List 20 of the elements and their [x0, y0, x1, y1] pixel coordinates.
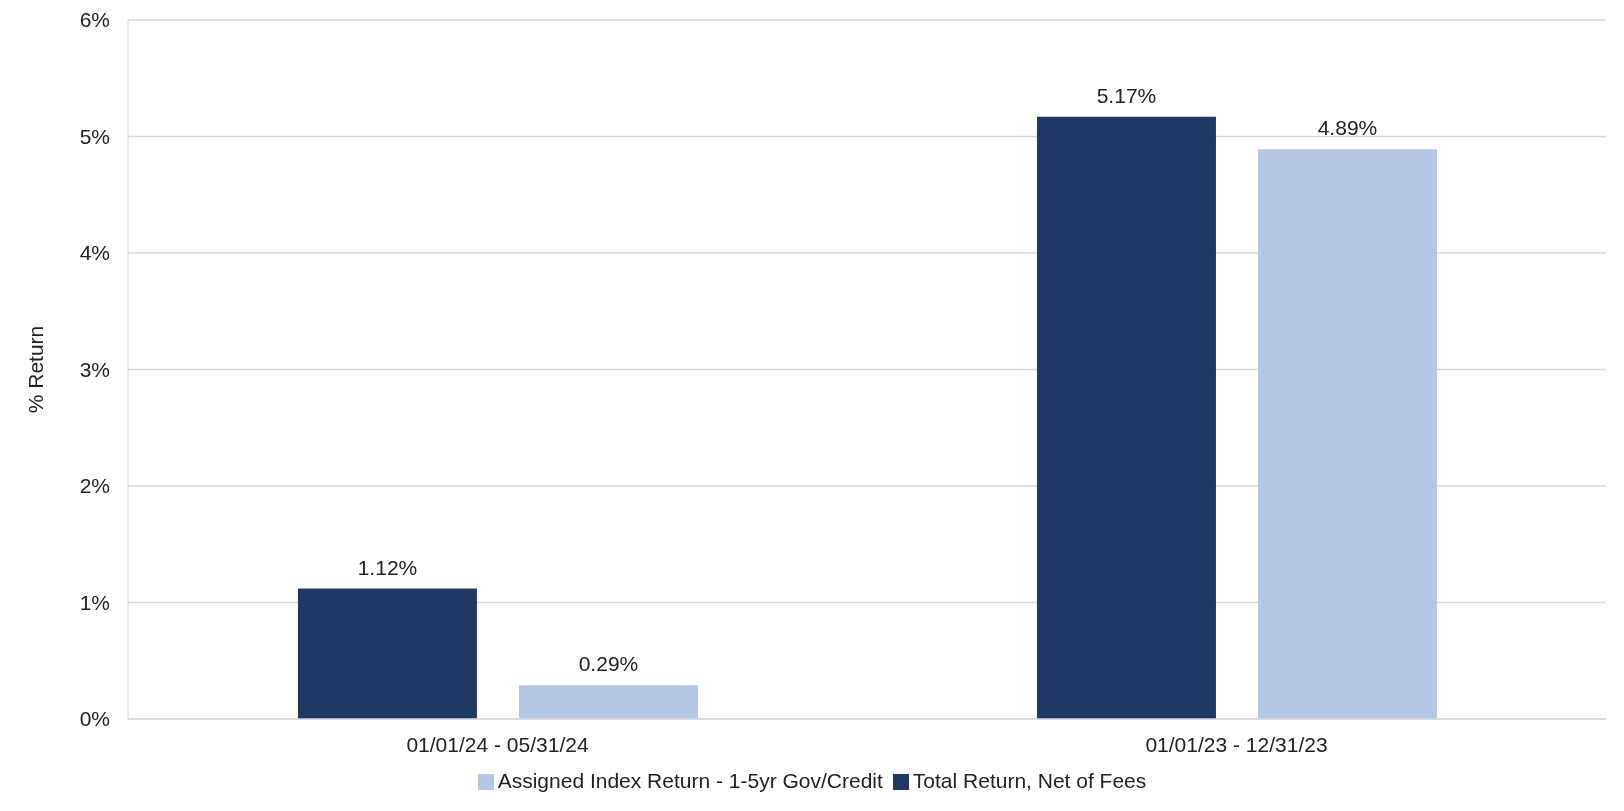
data-label: 1.12%: [357, 555, 418, 579]
bar: [1257, 149, 1437, 719]
y-tick-label: 4%: [79, 241, 110, 265]
y-tick-label: 3%: [79, 357, 110, 381]
y-tick-label: 2%: [79, 474, 110, 498]
y-tick-label: 0%: [79, 707, 110, 731]
bar: [297, 588, 477, 719]
data-label: 0.29%: [578, 652, 639, 676]
y-tick-label: 1%: [79, 590, 110, 614]
bar: [1036, 116, 1216, 719]
data-label: 5.17%: [1096, 83, 1157, 107]
y-tick-label: 5%: [79, 124, 110, 148]
data-label: 4.89%: [1317, 116, 1378, 140]
x-tick-label: 01/01/23 - 12/31/23: [1145, 732, 1328, 756]
legend-label: Total Return, Net of Fees: [912, 769, 1147, 792]
legend-label: Assigned Index Return - 1-5yr Gov/Credit: [497, 769, 883, 792]
x-tick-label: 01/01/24 - 05/31/24: [406, 732, 589, 756]
bar: [518, 685, 698, 719]
y-tick-label: 6%: [79, 8, 110, 32]
y-axis-title: % Return: [24, 325, 48, 414]
